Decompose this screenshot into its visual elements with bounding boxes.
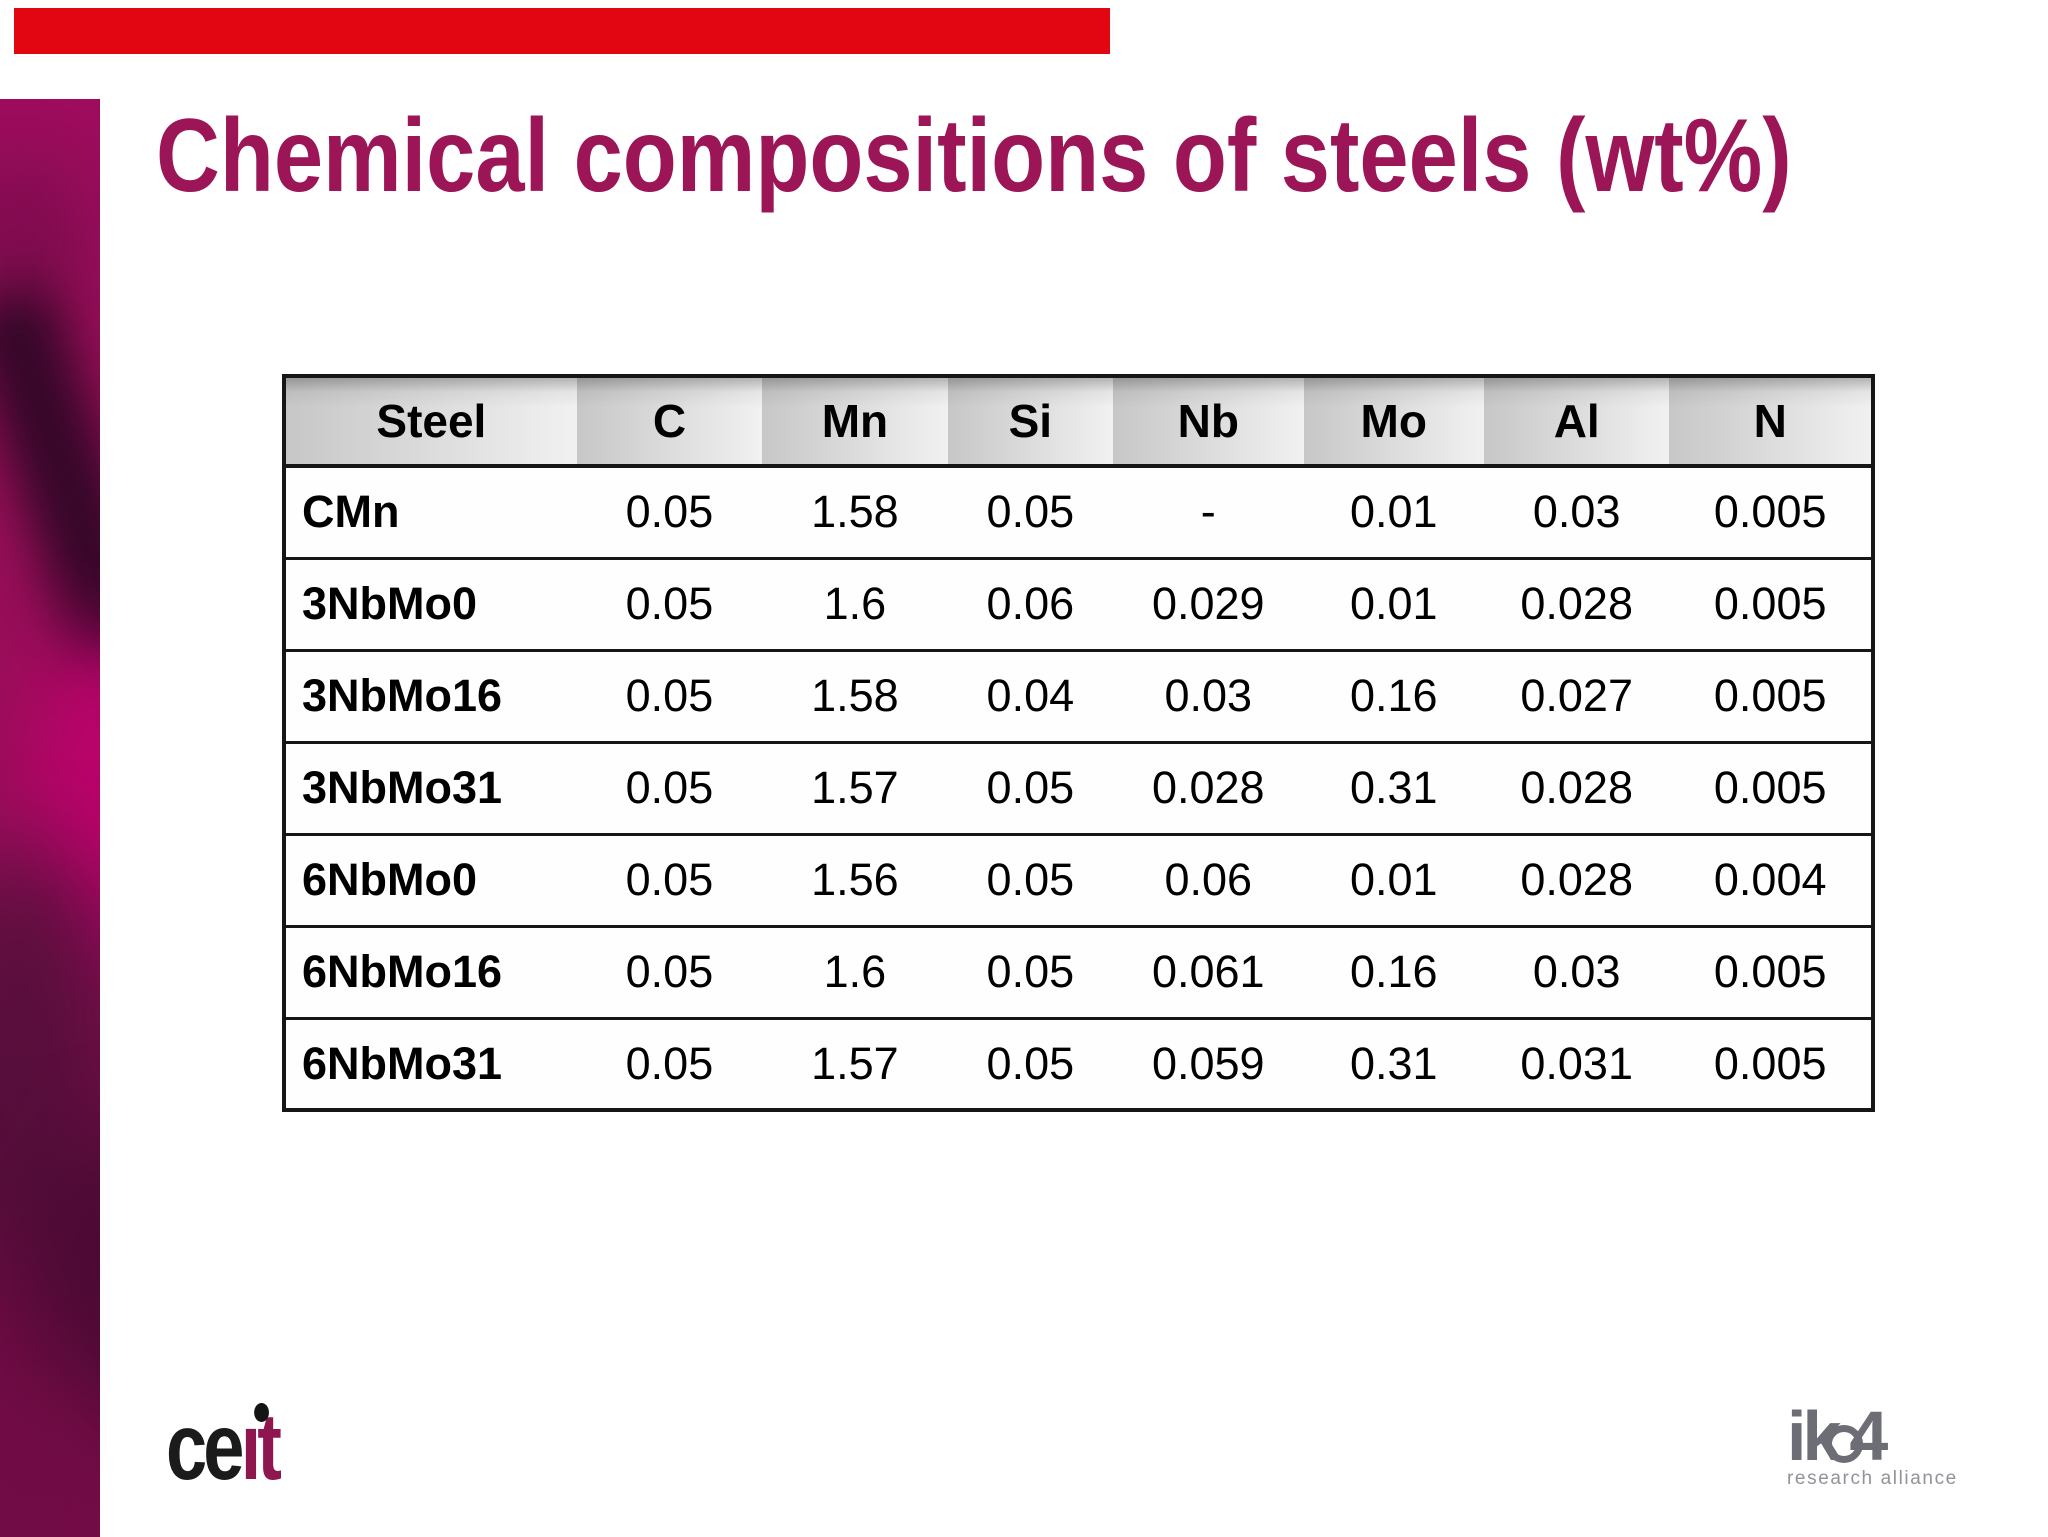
table-row: CMn 0.05 1.58 0.05-0.01 0.03 0.005 bbox=[284, 466, 1873, 558]
value-cell: 0.059 bbox=[1113, 1016, 1304, 1110]
value-cell: 0.05 bbox=[576, 1016, 763, 1110]
value-cell: 0.01 bbox=[1303, 832, 1484, 926]
table-row: 6NbMo16 0.05 1.6 0.05 0.061 0.16 0.03 0.005 bbox=[284, 924, 1873, 1018]
header-mo: Mo bbox=[1303, 376, 1484, 468]
value-cell: 0.029 bbox=[1113, 556, 1304, 650]
value-cell: 0.05 bbox=[947, 466, 1114, 558]
value-cell: 0.16 bbox=[1303, 924, 1484, 1018]
table-header-row: Steel C Mn Si Nb Mo Al N bbox=[284, 376, 1873, 468]
value-cell: 0.04 bbox=[947, 648, 1114, 742]
ceit-logo: ceıt bbox=[166, 1400, 282, 1500]
value-cell: 1.58 bbox=[762, 466, 948, 558]
value-cell: 0.005 bbox=[1669, 556, 1873, 650]
value-cell: 0.004 bbox=[1669, 832, 1873, 926]
value-cell: 0.01 bbox=[1303, 466, 1484, 558]
table-row: 3NbMo0 0.05 1.6 0.06 0.029 0.01 0.028 0.005 bbox=[284, 556, 1873, 650]
value-cell: 0.03 bbox=[1113, 648, 1304, 742]
steel-name-cell: 3NbMo16 bbox=[284, 648, 577, 742]
value-cell: 0.05 bbox=[576, 832, 763, 926]
value-cell: 0.16 bbox=[1303, 648, 1484, 742]
value-cell: 0.31 bbox=[1303, 740, 1484, 834]
table-row: 3NbMo31 0.05 1.57 0.05 0.028 0.31 0.028 0.005 bbox=[284, 740, 1873, 834]
ik4-subtitle: research alliance bbox=[1787, 1468, 1958, 1489]
value-cell: 0.028 bbox=[1113, 740, 1304, 834]
value-cell: 0.01 bbox=[1303, 556, 1484, 650]
value-cell: 0.028 bbox=[1483, 556, 1670, 650]
value-cell: 1.56 bbox=[762, 832, 948, 926]
header-n: N bbox=[1669, 376, 1873, 468]
header-nb: Nb bbox=[1113, 376, 1304, 468]
sidebar-photo bbox=[0, 99, 100, 1537]
value-cell: 0.005 bbox=[1669, 1016, 1873, 1110]
value-cell: 0.05 bbox=[576, 556, 763, 650]
ik4-logo: ik 4 research alliance bbox=[1787, 1397, 1958, 1490]
value-cell: 0.03 bbox=[1483, 466, 1670, 558]
value-cell: 0.31 bbox=[1303, 1016, 1484, 1110]
steel-name-cell: 6NbMo16 bbox=[284, 924, 577, 1018]
steel-name-cell: 3NbMo0 bbox=[284, 556, 577, 650]
ceit-i-dot-icon bbox=[254, 1403, 269, 1422]
value-cell: 0.031 bbox=[1483, 1016, 1670, 1110]
ceit-logo-ce: ce bbox=[166, 1394, 245, 1500]
value-cell: 1.57 bbox=[762, 1016, 948, 1110]
value-cell: 0.05 bbox=[576, 924, 763, 1018]
value-cell: 0.03 bbox=[1483, 924, 1670, 1018]
header-mn: Mn bbox=[762, 376, 948, 468]
value-cell: 0.005 bbox=[1669, 466, 1873, 558]
ik4-wordmark: ik 4 bbox=[1787, 1397, 1958, 1476]
value-cell: 0.028 bbox=[1483, 832, 1670, 926]
value-cell: 0.061 bbox=[1113, 924, 1304, 1018]
value-cell: 1.57 bbox=[762, 740, 948, 834]
steel-name-cell: 6NbMo0 bbox=[284, 832, 577, 926]
steel-name-cell: 6NbMo31 bbox=[284, 1016, 577, 1110]
value-cell: - bbox=[1113, 466, 1304, 558]
ik4-circle-icon bbox=[1825, 1425, 1864, 1463]
table-body: CMn 0.05 1.58 0.05-0.01 0.03 0.005 3NbMo0 0.05 1… bbox=[284, 466, 1873, 1110]
top-accent-bar bbox=[14, 8, 1110, 54]
value-cell: 1.58 bbox=[762, 648, 948, 742]
table-row: 3NbMo16 0.05 1.58 0.04 0.03 0.16 0.027 0.005 bbox=[284, 648, 1873, 742]
value-cell: 0.005 bbox=[1669, 648, 1873, 742]
value-cell: 0.06 bbox=[1113, 832, 1304, 926]
value-cell: 0.05 bbox=[576, 740, 763, 834]
value-cell: 0.05 bbox=[947, 1016, 1114, 1110]
page-title: Chemical compositions of steels (wt%) bbox=[156, 98, 1792, 214]
value-cell: 0.06 bbox=[947, 556, 1114, 650]
composition-table: Steel C Mn Si Nb Mo Al N CMn 0.05 1.58 0.05… bbox=[282, 374, 1875, 1112]
sidebar-shading-overlay bbox=[0, 99, 100, 1537]
value-cell: 0.027 bbox=[1483, 648, 1670, 742]
header-si: Si bbox=[947, 376, 1114, 468]
steel-name-cell: 3NbMo31 bbox=[284, 740, 577, 834]
value-cell: 0.05 bbox=[576, 466, 763, 558]
ik4-logo-ik: ik bbox=[1787, 1397, 1841, 1476]
header-al: Al bbox=[1483, 376, 1670, 468]
header-steel: Steel bbox=[284, 376, 577, 468]
value-cell: 0.05 bbox=[947, 924, 1114, 1018]
value-cell: 0.005 bbox=[1669, 740, 1873, 834]
header-c: C bbox=[576, 376, 763, 468]
ik4-logo-four: 4 bbox=[1849, 1397, 1888, 1476]
table-row: 6NbMo31 0.05 1.57 0.05 0.059 0.31 0.031 0.005 bbox=[284, 1016, 1873, 1110]
steel-name-cell: CMn bbox=[284, 466, 577, 558]
value-cell: 0.005 bbox=[1669, 924, 1873, 1018]
value-cell: 0.05 bbox=[576, 648, 763, 742]
value-cell: 0.05 bbox=[947, 740, 1114, 834]
value-cell: 0.05 bbox=[947, 832, 1114, 926]
value-cell: 0.028 bbox=[1483, 740, 1670, 834]
value-cell: 1.6 bbox=[762, 924, 948, 1018]
value-cell: 1.6 bbox=[762, 556, 948, 650]
table-row: 6NbMo0 0.05 1.56 0.05 0.06 0.01 0.028 0.004 bbox=[284, 832, 1873, 926]
